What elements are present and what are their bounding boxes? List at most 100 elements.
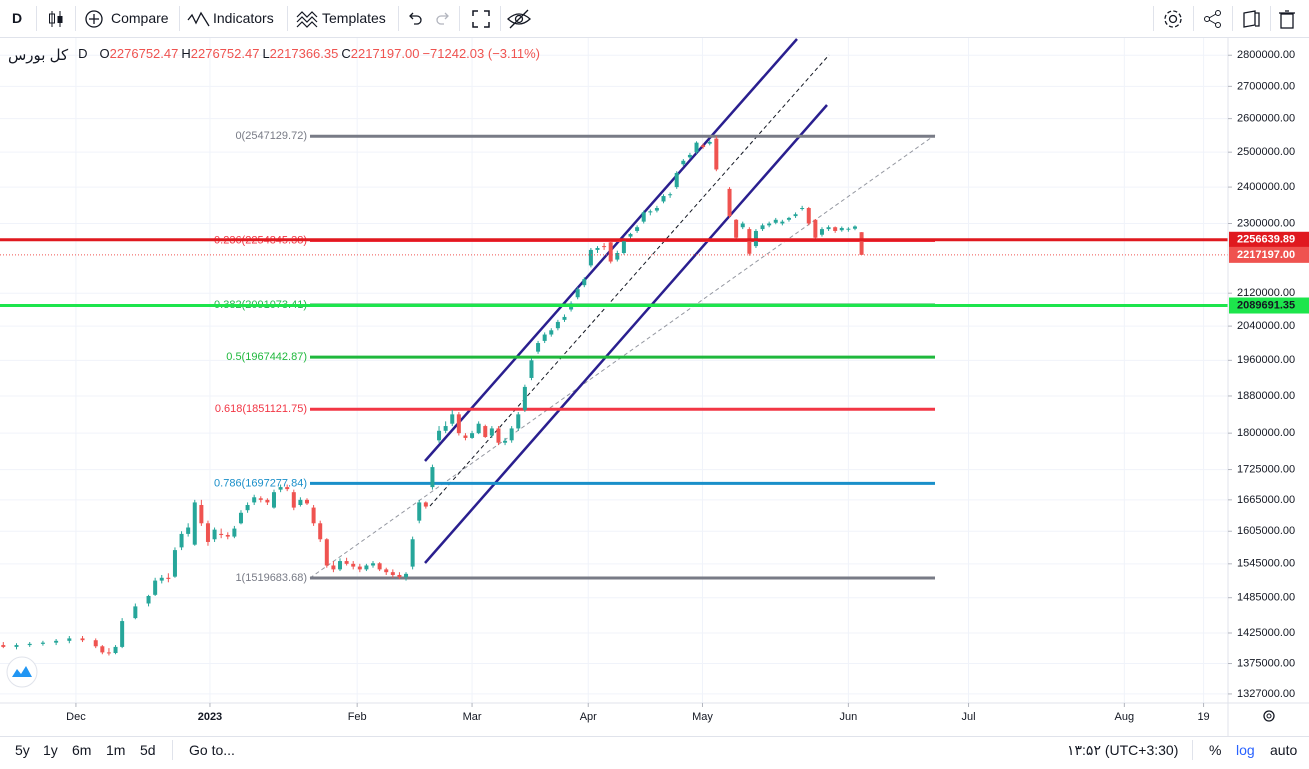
y-tick-label: 2600000.00: [1237, 113, 1295, 125]
y-tick-label: 2400000.00: [1237, 181, 1295, 193]
y-tick-label: 1545000.00: [1237, 558, 1295, 570]
candle-body: [628, 233, 633, 237]
range-button[interactable]: 5d: [140, 742, 156, 758]
x-tick-label: Jul: [962, 711, 976, 723]
delete-icon[interactable]: [1278, 9, 1296, 29]
legend-interval: D: [78, 46, 88, 61]
candle-body: [615, 253, 620, 260]
candle-body: [714, 138, 719, 170]
logo[interactable]: [6, 656, 38, 688]
candle-body: [298, 499, 303, 505]
ohlc-key: H: [181, 46, 191, 61]
indicators-button[interactable]: Indicators: [213, 10, 274, 26]
templates-icon[interactable]: [296, 9, 318, 29]
candle-body: [661, 196, 666, 202]
candle-body: [377, 563, 382, 570]
time-axis-settings[interactable]: [1263, 710, 1275, 722]
grid: [0, 38, 1228, 703]
logo-circle[interactable]: [6, 656, 38, 688]
x-tick-label: 19: [1197, 711, 1209, 723]
candle-body: [503, 440, 508, 443]
symbol-name[interactable]: کل بورس: [8, 47, 69, 64]
candle-body: [80, 638, 85, 641]
redo-icon[interactable]: [434, 10, 452, 28]
price-label: 2217197.00: [1237, 249, 1295, 261]
share-icon[interactable]: [1203, 9, 1223, 29]
undo-icon[interactable]: [406, 10, 424, 28]
candle-body: [14, 645, 19, 647]
indicators-icon[interactable]: [187, 10, 211, 28]
candle-body: [357, 566, 362, 570]
compare-icon[interactable]: [84, 9, 104, 29]
candle-body: [674, 172, 679, 188]
candle-body: [120, 621, 125, 647]
range-button[interactable]: 5y: [15, 742, 30, 758]
candle-body: [595, 248, 600, 250]
candle-body: [443, 426, 448, 431]
separator: [287, 6, 288, 31]
y-tick-label: 1800000.00: [1237, 427, 1295, 439]
candle-body: [371, 563, 376, 566]
ohlc-value: 2217197.00: [350, 46, 420, 61]
x-tick-label: Jun: [840, 711, 858, 723]
candle-body: [410, 539, 415, 567]
candle-body: [331, 565, 336, 570]
clock[interactable]: ۱۳:۵۲ (UTC+3:30): [1067, 742, 1179, 758]
y-tick-label: 2500000.00: [1237, 146, 1295, 158]
range-button[interactable]: 1m: [106, 742, 126, 758]
candle-body: [635, 227, 640, 231]
candle-body: [106, 652, 111, 654]
channel-lower[interactable]: [424, 104, 828, 564]
ohlc-value: 2217366.35: [269, 46, 339, 61]
fullscreen-icon[interactable]: [471, 9, 491, 29]
trend-line[interactable]: [309, 134, 936, 579]
separator: [1232, 6, 1233, 31]
candle-body: [456, 414, 461, 434]
separator: [75, 6, 76, 31]
candle-body: [338, 561, 343, 570]
snapshot-icon[interactable]: [1241, 9, 1261, 29]
candle-body: [225, 534, 230, 537]
candle-body: [806, 208, 811, 224]
templates-button[interactable]: Templates: [322, 10, 386, 26]
range-button[interactable]: 1y: [43, 742, 58, 758]
candle-body: [800, 208, 805, 210]
candle-body: [859, 232, 864, 255]
auto-toggle[interactable]: auto: [1270, 742, 1298, 758]
candle-body: [516, 414, 521, 429]
settings-icon[interactable]: [1162, 8, 1184, 30]
price-label-box: [1229, 246, 1309, 263]
series-legend: کل بورس D O 2276752.47 H 2276752.47 L 2217366…: [8, 46, 543, 64]
candle-body: [839, 227, 844, 231]
horizontal-lines: [0, 238, 1228, 308]
logo-mark: [12, 666, 32, 677]
candle-body: [417, 502, 422, 521]
y-tick-label: 2800000.00: [1237, 49, 1295, 61]
candle-body: [232, 528, 237, 537]
compare-button[interactable]: Compare: [111, 10, 169, 26]
candle-body: [780, 221, 785, 224]
interval-button[interactable]: D: [12, 10, 23, 26]
candle-body: [588, 249, 593, 266]
log-toggle[interactable]: log: [1236, 742, 1255, 758]
percent-toggle[interactable]: %: [1209, 742, 1222, 758]
candle-body: [476, 423, 481, 434]
hide-icon[interactable]: [506, 8, 532, 30]
candle-body: [258, 498, 263, 500]
y-tick-label: 1665000.00: [1237, 494, 1295, 506]
range-button[interactable]: 6m: [72, 742, 92, 758]
plot-area: [0, 38, 1228, 703]
candle-body: [311, 507, 316, 524]
goto-button[interactable]: Go to...: [189, 742, 235, 758]
candle-body: [397, 574, 402, 578]
candle-body: [100, 646, 105, 653]
candle-body: [430, 467, 435, 488]
candle-body: [166, 577, 171, 579]
settings-icon[interactable]: [1263, 710, 1275, 722]
chart-type-icon[interactable]: [46, 9, 66, 29]
candle-body: [542, 334, 547, 341]
candle-body: [833, 227, 838, 231]
price-label: 2256639.89: [1237, 234, 1295, 246]
